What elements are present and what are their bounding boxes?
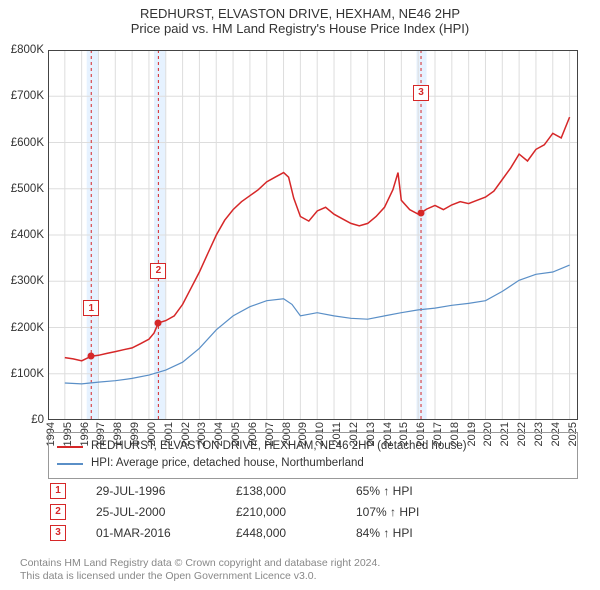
sale-point-marker-icon: 1 bbox=[83, 300, 99, 316]
legend-swatch bbox=[57, 463, 83, 465]
sales-row: 1 29-JUL-1996 £138,000 65% ↑ HPI bbox=[50, 480, 570, 501]
y-axis-tick-label: £300K bbox=[11, 275, 44, 287]
sale-point-dot bbox=[155, 319, 162, 326]
sale-marker-icon: 2 bbox=[50, 504, 66, 520]
sale-price: £210,000 bbox=[236, 505, 356, 519]
y-axis-tick-label: £100K bbox=[11, 368, 44, 380]
legend-label: HPI: Average price, detached house, Nort… bbox=[91, 455, 364, 472]
plot-area: £0£100K£200K£300K£400K£500K£600K£700K£80… bbox=[48, 50, 578, 420]
y-axis-tick-label: £200K bbox=[11, 322, 44, 334]
chart-container: REDHURST, ELVASTON DRIVE, HEXHAM, NE46 2… bbox=[0, 0, 600, 590]
sale-date: 01-MAR-2016 bbox=[96, 526, 236, 540]
sale-marker-icon: 1 bbox=[50, 483, 66, 499]
sale-date: 25-JUL-2000 bbox=[96, 505, 236, 519]
plot-svg bbox=[48, 50, 578, 420]
sale-marker-icon: 3 bbox=[50, 525, 66, 541]
sale-price: £138,000 bbox=[236, 484, 356, 498]
title-area: REDHURST, ELVASTON DRIVE, HEXHAM, NE46 2… bbox=[0, 0, 600, 36]
y-axis-tick-label: £700K bbox=[11, 90, 44, 102]
sales-table: 1 29-JUL-1996 £138,000 65% ↑ HPI 2 25-JU… bbox=[50, 480, 570, 543]
sale-relative: 84% ↑ HPI bbox=[356, 526, 476, 540]
footer-line: This data is licensed under the Open Gov… bbox=[20, 570, 380, 584]
sale-point-marker-icon: 3 bbox=[413, 85, 429, 101]
sales-row: 3 01-MAR-2016 £448,000 84% ↑ HPI bbox=[50, 522, 570, 543]
footer-line: Contains HM Land Registry data © Crown c… bbox=[20, 557, 380, 571]
legend-swatch bbox=[57, 446, 83, 448]
sale-relative: 107% ↑ HPI bbox=[356, 505, 476, 519]
sale-point-dot bbox=[88, 353, 95, 360]
y-axis-tick-label: £800K bbox=[11, 44, 44, 56]
legend-item: HPI: Average price, detached house, Nort… bbox=[57, 455, 569, 472]
y-axis-tick-label: £500K bbox=[11, 183, 44, 195]
legend: REDHURST, ELVASTON DRIVE, HEXHAM, NE46 2… bbox=[48, 432, 578, 479]
sale-price: £448,000 bbox=[236, 526, 356, 540]
y-axis-tick-label: £0 bbox=[31, 414, 44, 426]
legend-item: REDHURST, ELVASTON DRIVE, HEXHAM, NE46 2… bbox=[57, 438, 569, 455]
sale-date: 29-JUL-1996 bbox=[96, 484, 236, 498]
y-axis-tick-label: £400K bbox=[11, 229, 44, 241]
sale-relative: 65% ↑ HPI bbox=[356, 484, 476, 498]
chart-title: REDHURST, ELVASTON DRIVE, HEXHAM, NE46 2… bbox=[0, 6, 600, 21]
y-axis-tick-label: £600K bbox=[11, 137, 44, 149]
footer: Contains HM Land Registry data © Crown c… bbox=[20, 557, 380, 584]
chart-subtitle: Price paid vs. HM Land Registry's House … bbox=[0, 21, 600, 36]
legend-label: REDHURST, ELVASTON DRIVE, HEXHAM, NE46 2… bbox=[91, 438, 467, 455]
sale-point-dot bbox=[418, 209, 425, 216]
sales-row: 2 25-JUL-2000 £210,000 107% ↑ HPI bbox=[50, 501, 570, 522]
sale-point-marker-icon: 2 bbox=[150, 263, 166, 279]
